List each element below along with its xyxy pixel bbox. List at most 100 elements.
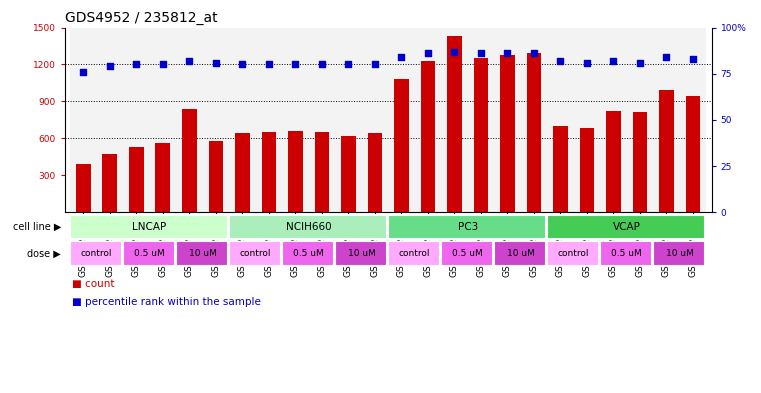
Bar: [441, 28, 468, 212]
Bar: [368, 133, 382, 212]
Point: [157, 61, 169, 68]
Bar: [553, 126, 568, 212]
Bar: [394, 79, 409, 212]
Point: [634, 59, 646, 66]
Text: control: control: [399, 249, 431, 258]
Bar: [600, 28, 627, 212]
Bar: [500, 55, 514, 212]
Bar: [176, 241, 228, 266]
Bar: [388, 241, 440, 266]
Bar: [494, 28, 521, 212]
Bar: [335, 28, 361, 212]
Bar: [547, 28, 574, 212]
Bar: [123, 241, 175, 266]
Point: [342, 61, 355, 68]
Bar: [262, 132, 276, 212]
Bar: [209, 141, 223, 212]
Bar: [580, 129, 594, 212]
Point: [607, 58, 619, 64]
Point: [475, 50, 487, 57]
Point: [369, 61, 381, 68]
Bar: [680, 28, 706, 212]
Text: 10 uM: 10 uM: [189, 249, 216, 258]
Bar: [155, 143, 170, 212]
Point: [103, 63, 116, 70]
Bar: [229, 215, 387, 239]
Bar: [441, 241, 493, 266]
Point: [528, 50, 540, 57]
Bar: [182, 109, 196, 212]
Point: [236, 61, 248, 68]
Text: control: control: [558, 249, 590, 258]
Bar: [341, 136, 355, 212]
Bar: [447, 36, 462, 212]
Text: VCAP: VCAP: [613, 222, 641, 232]
Bar: [494, 241, 546, 266]
Bar: [547, 241, 599, 266]
Bar: [388, 215, 546, 239]
Bar: [282, 241, 334, 266]
Bar: [76, 164, 91, 212]
Bar: [415, 28, 441, 212]
Point: [316, 61, 328, 68]
Bar: [70, 28, 97, 212]
Point: [687, 56, 699, 62]
Bar: [421, 61, 435, 212]
Bar: [229, 241, 281, 266]
Bar: [229, 28, 256, 212]
Bar: [632, 112, 648, 212]
Point: [501, 50, 514, 57]
Text: dose ▶: dose ▶: [27, 249, 61, 259]
Point: [581, 59, 593, 66]
Bar: [574, 28, 600, 212]
Bar: [521, 28, 547, 212]
Bar: [527, 53, 541, 212]
Text: LNCAP: LNCAP: [132, 222, 167, 232]
Bar: [202, 28, 229, 212]
Point: [289, 61, 301, 68]
Bar: [388, 28, 415, 212]
Bar: [70, 241, 122, 266]
Bar: [686, 96, 700, 212]
Bar: [103, 154, 117, 212]
Text: PC3: PC3: [457, 222, 478, 232]
Bar: [627, 28, 653, 212]
Bar: [282, 28, 308, 212]
Bar: [653, 28, 680, 212]
Point: [448, 48, 460, 55]
Text: cell line ▶: cell line ▶: [12, 222, 61, 232]
Bar: [607, 111, 621, 212]
Point: [661, 54, 673, 60]
Text: ■ count: ■ count: [72, 279, 115, 289]
Bar: [468, 28, 494, 212]
Text: control: control: [81, 249, 112, 258]
Text: 0.5 uM: 0.5 uM: [293, 249, 324, 258]
Bar: [361, 28, 388, 212]
Text: 0.5 uM: 0.5 uM: [134, 249, 165, 258]
Point: [210, 59, 222, 66]
Point: [77, 69, 89, 75]
Bar: [335, 241, 387, 266]
Bar: [123, 28, 149, 212]
Bar: [308, 28, 335, 212]
Bar: [659, 90, 673, 212]
Bar: [97, 28, 123, 212]
Bar: [314, 132, 329, 212]
Text: NCIH660: NCIH660: [286, 222, 331, 232]
Bar: [235, 133, 250, 212]
Text: 0.5 uM: 0.5 uM: [611, 249, 642, 258]
Bar: [653, 241, 705, 266]
Bar: [129, 147, 144, 212]
Text: 10 uM: 10 uM: [666, 249, 694, 258]
Text: 10 uM: 10 uM: [348, 249, 375, 258]
Text: ■ percentile rank within the sample: ■ percentile rank within the sample: [72, 297, 261, 307]
Bar: [547, 215, 705, 239]
Bar: [600, 241, 652, 266]
Text: 0.5 uM: 0.5 uM: [452, 249, 483, 258]
Bar: [149, 28, 176, 212]
Point: [422, 50, 434, 57]
Bar: [473, 58, 489, 212]
Point: [395, 54, 407, 60]
Point: [183, 58, 196, 64]
Text: control: control: [240, 249, 272, 258]
